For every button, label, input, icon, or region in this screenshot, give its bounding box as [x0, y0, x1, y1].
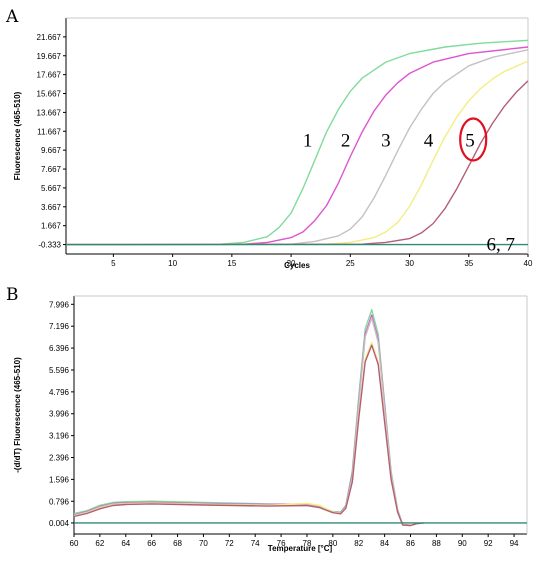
x-tick-label: 5	[111, 259, 116, 268]
series-line	[73, 317, 424, 526]
series-a	[65, 39, 529, 246]
curve-labels-a: 1 2 3 4 5 6, 7	[303, 130, 515, 255]
y-tick-label: 3.996	[49, 410, 70, 419]
curve-label: 2	[341, 130, 351, 151]
y-tick-label: 15.667	[37, 90, 62, 99]
x-tick-label: 40	[524, 259, 533, 268]
y-tick-label: 3.196	[49, 432, 70, 441]
y-tick-label: 3.667	[41, 203, 62, 212]
y-tick-label: 1.667	[41, 222, 62, 231]
panel-letter-a: A	[5, 7, 19, 27]
y-tick-label: 7.667	[41, 165, 62, 174]
y-axis-title-a: Fluorescence (465-510)	[13, 91, 22, 180]
x-tick-label: 10	[168, 259, 177, 268]
series-line	[73, 344, 424, 527]
y-tick-label: -0.333	[38, 241, 61, 250]
y-tick-label: 19.667	[37, 52, 62, 61]
highlight-circle	[459, 117, 488, 162]
y-tick-label: 21.667	[37, 33, 62, 42]
x-tick-label: 72	[225, 539, 234, 548]
series-line	[73, 309, 424, 526]
y-tick-label: 5.667	[41, 184, 62, 193]
x-tick-label: 15	[227, 259, 236, 268]
y-tick-label: 17.667	[37, 71, 62, 80]
x-ticks-a: 5 10 15 20 25 30 35 40	[111, 254, 533, 268]
series-line	[65, 46, 529, 246]
x-tick-label: 60	[70, 539, 79, 548]
y-ticks-a: -0.333 1.667 3.667 5.667 7.667 9.667 11.667 13.…	[37, 33, 66, 250]
chart-b: 0.004 0.796 1.596 2.396 3.196 3.996 4.796 5.596…	[13, 295, 528, 553]
x-tick-label: 90	[458, 539, 467, 548]
plot-frame-a	[65, 17, 529, 255]
x-tick-label: 86	[406, 539, 415, 548]
y-tick-label: 1.596	[49, 475, 70, 484]
series-b	[73, 309, 527, 527]
x-axis-title-b: Temperature [°C]	[268, 544, 333, 553]
curve-label: 3	[381, 130, 391, 151]
x-tick-label: 84	[380, 539, 389, 548]
series-line	[65, 49, 529, 246]
x-tick-label: 82	[354, 539, 363, 548]
series-line	[65, 39, 529, 246]
x-tick-label: 70	[199, 539, 208, 548]
series-line	[65, 80, 529, 246]
y-tick-label: 2.396	[49, 454, 70, 463]
curve-label: 5	[465, 130, 475, 151]
y-tick-label: 5.596	[49, 366, 70, 375]
curve-label: 1	[303, 130, 313, 151]
y-tick-label: 6.396	[49, 344, 70, 353]
x-tick-label: 80	[328, 539, 337, 548]
x-tick-label: 76	[277, 539, 286, 548]
plot-frame-b	[73, 295, 528, 535]
x-tick-label: 74	[251, 539, 260, 548]
chart-a: -0.333 1.667 3.667 5.667 7.667 9.667 11.667 13.…	[13, 17, 533, 270]
x-tick-label: 64	[121, 539, 130, 548]
y-tick-label: 11.667	[37, 127, 61, 136]
x-axis-title-a: Cycles	[284, 261, 310, 270]
y-tick-label: 9.667	[41, 146, 62, 155]
x-tick-label: 35	[464, 259, 473, 268]
series-line	[73, 341, 424, 526]
x-tick-label: 88	[432, 539, 441, 548]
y-tick-label: 0.004	[49, 519, 70, 528]
y-tick-label: 4.796	[49, 388, 70, 397]
y-tick-label: 13.667	[37, 108, 62, 117]
y-tick-label: 7.196	[49, 322, 70, 331]
x-tick-label: 68	[173, 539, 182, 548]
y-axis-title-b: -(d/dT) Fluorescence (465-510)	[13, 357, 22, 473]
x-tick-label: 78	[303, 539, 312, 548]
x-tick-label: 25	[346, 259, 355, 268]
x-tick-label: 94	[510, 539, 519, 548]
curve-label: 6, 7	[487, 234, 516, 255]
x-ticks-b: 60 62 64 66 68 70 72 74 76 78 80 82 84 86 88 90 92 94	[70, 534, 519, 548]
x-tick-label: 92	[484, 539, 493, 548]
x-tick-label: 20	[287, 259, 296, 268]
panel-letter-b: B	[6, 285, 19, 305]
y-tick-label: 0.796	[49, 497, 70, 506]
curve-label: 4	[424, 130, 434, 151]
series-line	[65, 60, 529, 246]
y-ticks-b: 0.004 0.796 1.596 2.396 3.196 3.996 4.796 5.596…	[49, 300, 74, 528]
x-tick-label: 30	[405, 259, 414, 268]
y-tick-label: 7.996	[49, 300, 70, 309]
x-tick-label: 66	[147, 539, 156, 548]
x-tick-label: 62	[95, 539, 104, 548]
